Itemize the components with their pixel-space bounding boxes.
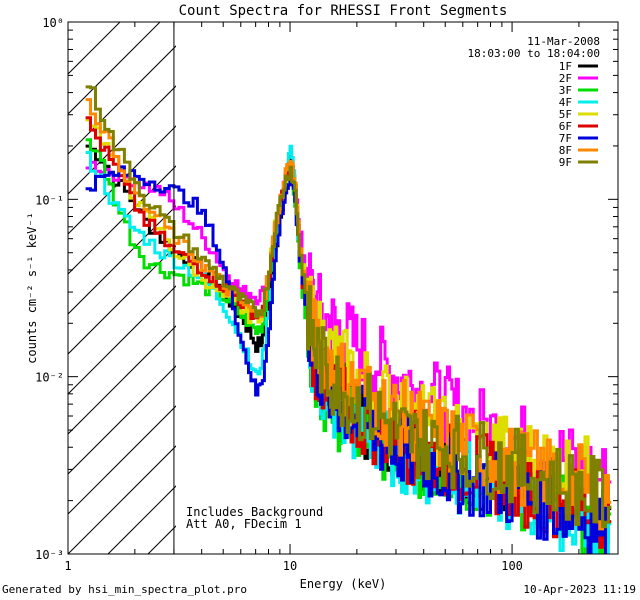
hatch-line [68, 245, 176, 355]
series-9F [85, 85, 612, 529]
footer-timestamp: 10-Apr-2023 11:19 [523, 583, 636, 596]
y-tick-label: 10⁻² [35, 371, 64, 385]
x-axis-label: Energy (keV) [300, 577, 387, 591]
series-group [85, 85, 612, 554]
y-tick-label: 10⁻¹ [35, 193, 64, 207]
hatch-line [628, 4, 640, 554]
y-tick-label: 10⁻³ [35, 548, 64, 562]
annotation-attenuator: Att A0, FDecim 1 [186, 517, 302, 531]
series-7F [85, 165, 607, 554]
hatch-line [68, 22, 161, 115]
x-tick-label: 1 [64, 559, 71, 573]
hatch-line [68, 45, 176, 155]
plot-frame [67, 21, 619, 555]
hatch-region [68, 4, 640, 554]
annotation-background: Includes Background [186, 505, 323, 519]
date-label: 11-Mar-2008 [527, 35, 600, 48]
legend-label-4F: 4F [559, 96, 572, 109]
legend-label-3F: 3F [559, 84, 572, 97]
legend-label-6F: 6F [559, 120, 572, 133]
time-range-label: 18:03:00 to 18:04:00 [468, 47, 600, 60]
x-tick-label: 10 [283, 559, 297, 573]
hatch-line [68, 445, 176, 554]
y-axis-label: counts cm⁻² s⁻¹ keV⁻¹ [25, 212, 39, 364]
legend-label-8F: 8F [559, 144, 572, 157]
hatch-line [68, 205, 176, 315]
legend: 11-Mar-2008 18:03:00 to 18:04:00 1F2F3F4… [468, 35, 600, 169]
hatch-line [68, 405, 176, 515]
legend-label-5F: 5F [559, 108, 572, 121]
hatch-line [68, 125, 176, 235]
hatch-line [68, 365, 176, 475]
footer-generated-by: Generated by hsi_min_spectra_plot.pro [2, 583, 248, 596]
legend-label-7F: 7F [559, 132, 572, 145]
hatch-line [68, 22, 121, 75]
legend-label-2F: 2F [559, 72, 572, 85]
legend-label-9F: 9F [559, 156, 572, 169]
hatch-line [68, 85, 176, 195]
legend-label-1F: 1F [559, 60, 572, 73]
x-tick-label: 100 [501, 559, 523, 573]
axes: 1 10 100 10⁻³ 10⁻² 10⁻¹ 10⁰ [35, 16, 619, 573]
chart-title: Count Spectra for RHESSI Front Segments [179, 3, 508, 19]
y-tick-label: 10⁰ [42, 16, 64, 30]
